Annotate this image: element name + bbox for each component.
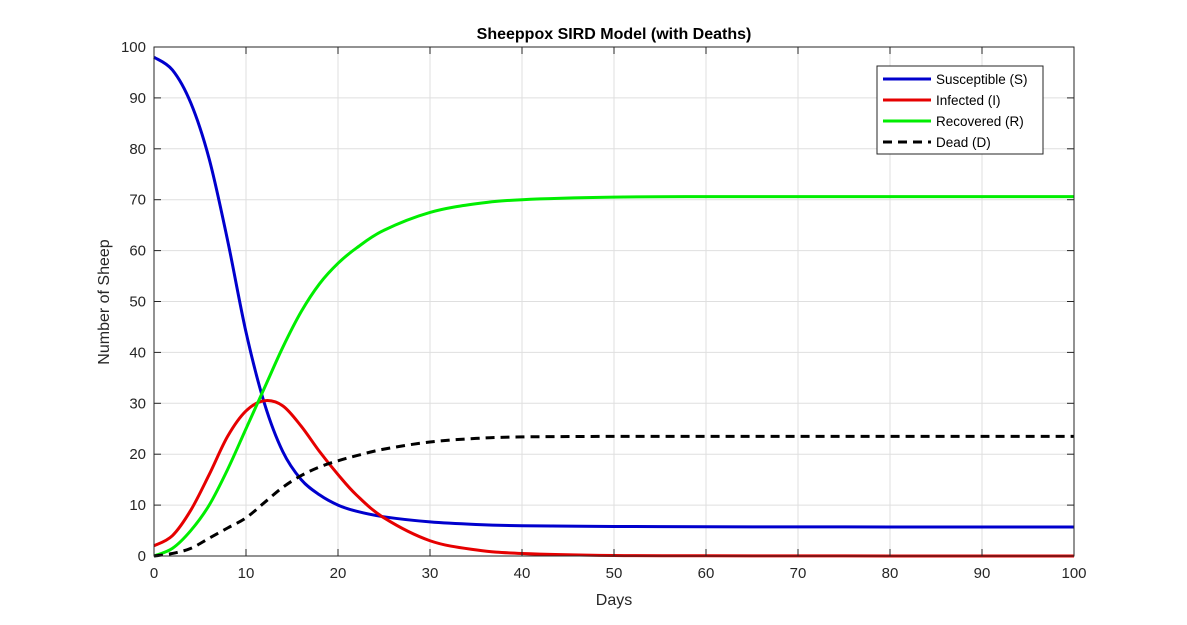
x-tick-label: 90: [974, 565, 991, 582]
series-line-susceptible: [153, 55, 1075, 529]
series-line-dead: [153, 434, 1074, 558]
y-tick-label: 100: [121, 39, 146, 56]
x-tick-label: 20: [330, 565, 347, 582]
x-tick-label: 60: [698, 565, 715, 582]
legend-box: [876, 65, 1044, 155]
y-tick-label: 20: [129, 446, 146, 463]
y-tick-label: 90: [129, 90, 146, 107]
x-axis-label: Days: [596, 592, 632, 609]
y-tick-label: 30: [129, 395, 146, 412]
y-tick-label: 10: [129, 497, 146, 514]
x-tick-label: 70: [790, 565, 807, 582]
x-tick-label: 50: [606, 565, 623, 582]
y-tick-label: 70: [129, 192, 146, 209]
series-layer: [153, 55, 1075, 558]
series-line-recovered: [153, 195, 1074, 558]
x-tick-label: 40: [514, 565, 531, 582]
legend-label-recovered: Recovered (R): [936, 114, 1024, 129]
x-tick-label: 80: [882, 565, 899, 582]
y-tick-label: 50: [129, 294, 146, 311]
chart-title: Sheeppox SIRD Model (with Deaths): [477, 26, 752, 43]
legend-label-dead: Dead (D): [936, 135, 991, 150]
legend: Susceptible (S) Infected (I) Recovered (R)…: [876, 65, 1044, 155]
legend-label-susceptible: Susceptible (S): [936, 72, 1028, 87]
ticks: 0 10 20 30 40 50 60 70 80 90 100 0 10 20 30 40 50 60 70 80 9…: [121, 39, 1087, 582]
legend-label-infected: Infected (I): [936, 93, 1001, 108]
x-tick-label: 0: [150, 565, 158, 582]
x-tick-label: 30: [422, 565, 439, 582]
y-tick-label: 60: [129, 243, 146, 260]
x-tick-label: 10: [238, 565, 255, 582]
y-tick-label: 80: [129, 141, 146, 158]
y-tick-label: 0: [138, 548, 146, 565]
y-axis-label: Number of Sheep: [96, 239, 113, 365]
x-tick-label: 100: [1061, 565, 1086, 582]
y-tick-label: 40: [129, 344, 146, 361]
